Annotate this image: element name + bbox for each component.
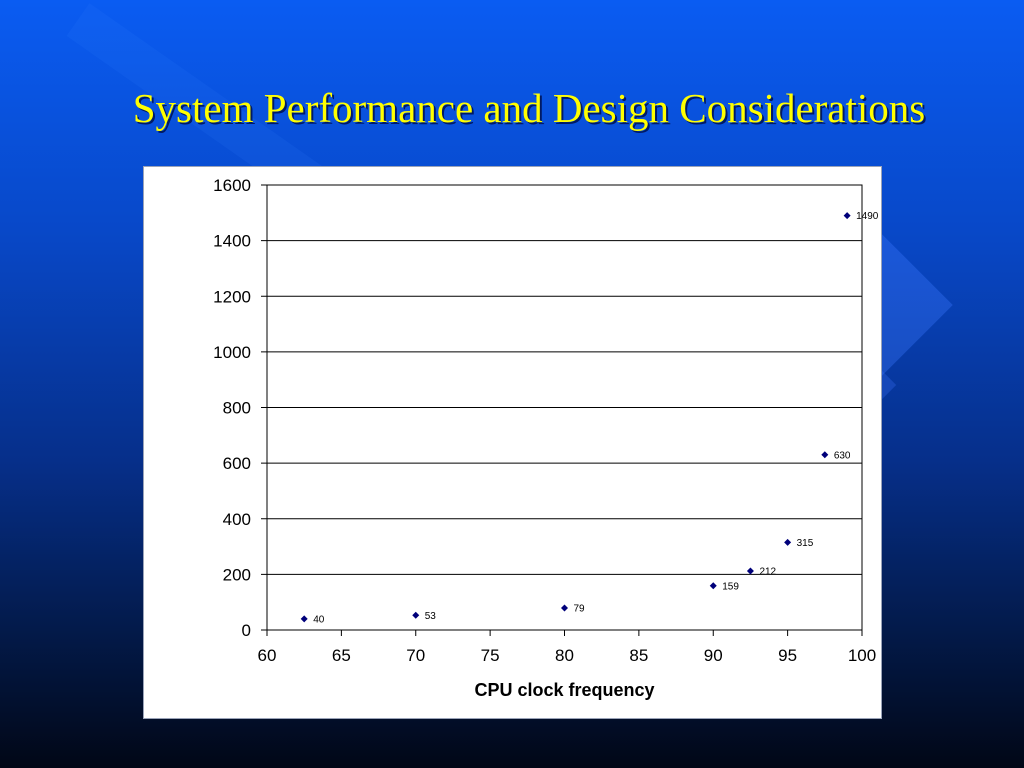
data-point xyxy=(412,611,420,619)
data-point xyxy=(843,212,851,220)
data-point xyxy=(746,567,754,575)
y-tick-label: 600 xyxy=(223,454,251,473)
scatter-chart: 0 200 400 600 800 1000 1200 1400 1600 60 65 70 75 80 8… xyxy=(213,176,879,700)
data-label: 212 xyxy=(759,567,776,578)
data-label: 40 xyxy=(313,614,325,625)
chart-panel: 0 200 400 600 800 1000 1200 1400 1600 60 65 70 75 80 8… xyxy=(143,166,882,719)
data-point xyxy=(300,615,308,623)
x-tick-label: 90 xyxy=(704,646,723,665)
data-point xyxy=(821,451,829,459)
y-tick-label: 200 xyxy=(223,565,251,584)
x-tick-label: 65 xyxy=(332,646,351,665)
x-axis-title: CPU clock frequency xyxy=(474,680,654,700)
data-label: 79 xyxy=(574,604,586,615)
data-label: 53 xyxy=(425,611,437,622)
y-tick-label: 1200 xyxy=(213,287,251,306)
y-tick-label: 400 xyxy=(223,510,251,529)
data-point xyxy=(709,582,717,590)
x-tick-label: 100 xyxy=(848,646,876,665)
x-tick-label: 60 xyxy=(258,646,277,665)
y-tick-label: 0 xyxy=(242,621,251,640)
y-tick-label: 1600 xyxy=(213,176,251,195)
data-label: 315 xyxy=(797,538,814,549)
y-tick-label: 800 xyxy=(223,399,251,418)
y-tick-label: 1000 xyxy=(213,343,251,362)
y-tick-label: 1400 xyxy=(213,232,251,251)
x-tick-label: 75 xyxy=(481,646,500,665)
x-tick-label: 85 xyxy=(629,646,648,665)
data-point xyxy=(561,604,568,612)
data-label: 630 xyxy=(834,450,851,461)
data-point xyxy=(784,538,792,546)
x-tick-label: 70 xyxy=(406,646,425,665)
data-label: 159 xyxy=(722,581,739,592)
data-label: 1490 xyxy=(856,211,879,222)
x-tick-label: 95 xyxy=(778,646,797,665)
slide-title: System Performance and Design Considerat… xyxy=(132,85,926,131)
x-tick-label: 80 xyxy=(555,646,574,665)
